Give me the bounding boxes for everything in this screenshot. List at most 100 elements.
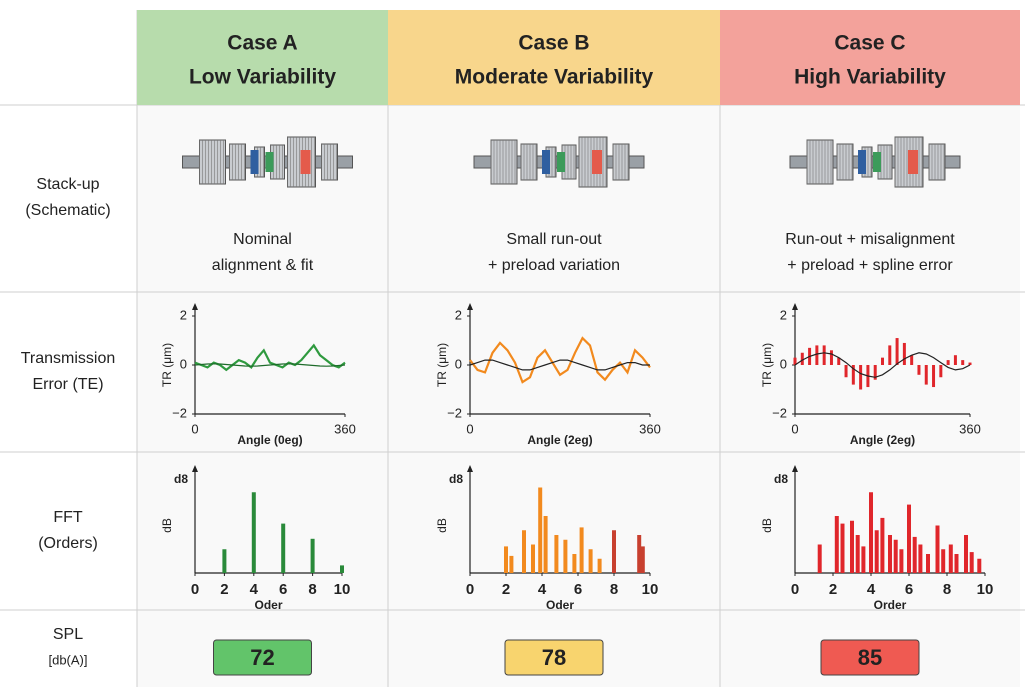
x-tick-label: 360 <box>959 421 981 436</box>
spectrum-bar <box>589 549 593 573</box>
case-title: Case A <box>227 32 297 55</box>
spectrum-bar <box>977 559 981 573</box>
spectrum-bar <box>538 488 542 574</box>
spectrum-bar <box>563 540 567 573</box>
x-tick-label: 4 <box>538 581 547 598</box>
row-label: SPL <box>53 626 83 643</box>
row-label: [db(A)] <box>48 652 87 667</box>
description: + preload variation <box>488 257 620 274</box>
y-tick-label: 0 <box>780 356 787 371</box>
spectrum-bar <box>955 554 959 573</box>
bearing <box>557 152 565 172</box>
row-label: FFT <box>53 509 83 526</box>
description: Run-out + misalignment <box>785 231 955 248</box>
x-tick-label: 6 <box>574 581 582 598</box>
case-subtitle: Low Variability <box>189 66 336 89</box>
spl-value: 72 <box>250 645 274 670</box>
spectrum-bar <box>841 524 845 573</box>
y-axis-label: TR (μm) <box>760 343 774 387</box>
comparison-figure: Case ALow VariabilityCase BModerate Vari… <box>0 0 1025 687</box>
x-tick-label: 4 <box>250 581 259 598</box>
spectrum-bar <box>869 492 873 573</box>
gear <box>491 140 517 184</box>
spectrum-bar <box>522 530 526 573</box>
header-cell <box>137 10 388 105</box>
x-tick-label: 360 <box>639 421 661 436</box>
spectrum-bar <box>861 546 865 573</box>
spectrum-bar <box>311 539 315 573</box>
bearing <box>858 150 866 174</box>
spectrum-bar <box>818 545 822 574</box>
spectrum-bar <box>880 518 884 573</box>
spectrum-bar <box>964 535 968 573</box>
description: Small run-out <box>506 231 602 248</box>
row-label: Transmission <box>21 350 116 367</box>
x-tick-label: 0 <box>791 581 799 598</box>
x-tick-label: 0 <box>466 421 473 436</box>
gear <box>929 144 945 180</box>
spectrum-bar <box>612 530 616 573</box>
y-axis-label: dB <box>435 518 449 533</box>
spectrum-bar <box>580 527 584 573</box>
x-tick-label: 10 <box>334 581 351 598</box>
y-axis-label: dB <box>160 518 174 533</box>
y-tick-label: 2 <box>180 307 187 322</box>
x-tick-label: 10 <box>642 581 659 598</box>
spectrum-bar <box>856 535 860 573</box>
gear <box>230 144 246 180</box>
spectrum-bar <box>544 516 548 573</box>
spectrum-bar <box>970 552 974 573</box>
x-tick-label: 0 <box>466 581 474 598</box>
y-tick-label: −2 <box>772 405 787 420</box>
gear <box>613 144 629 180</box>
x-tick-label: 2 <box>220 581 228 598</box>
x-tick-label: 0 <box>791 421 798 436</box>
bearing <box>266 152 274 172</box>
spectrum-bar <box>949 545 953 574</box>
row-label: (Orders) <box>38 535 98 552</box>
spectrum-bar <box>531 545 535 574</box>
y-axis-top-label: d8 <box>174 472 188 486</box>
spectrum-bar <box>598 559 602 573</box>
header-cell <box>720 10 1020 105</box>
spectrum-bar <box>913 537 917 573</box>
spl-value: 78 <box>542 645 566 670</box>
x-tick-label: 8 <box>308 581 316 598</box>
row-label: (Schematic) <box>25 202 110 219</box>
spectrum-bar <box>907 505 911 573</box>
spectrum-bar <box>875 530 879 573</box>
y-tick-label: 0 <box>455 356 462 371</box>
gear <box>807 140 833 184</box>
case-title: Case C <box>834 32 905 55</box>
x-tick-label: 6 <box>905 581 913 598</box>
spectrum-bar <box>894 540 898 573</box>
description: Nominal <box>233 231 292 248</box>
bearing <box>301 150 311 174</box>
y-tick-label: 0 <box>180 356 187 371</box>
spectrum-bar <box>222 549 226 573</box>
y-axis-label: TR (μm) <box>435 343 449 387</box>
x-tick-label: 10 <box>977 581 994 598</box>
bearing <box>908 150 918 174</box>
bearing <box>251 150 259 174</box>
x-tick-label: 2 <box>502 581 510 598</box>
y-axis-top-label: d8 <box>449 472 463 486</box>
x-tick-label: 0 <box>191 421 198 436</box>
y-tick-label: 2 <box>780 307 787 322</box>
x-axis-label: Oder <box>546 598 574 612</box>
description: alignment & fit <box>212 257 314 274</box>
x-axis-label: Order <box>874 598 907 612</box>
spectrum-bar <box>572 554 576 573</box>
spectrum-bar <box>888 535 892 573</box>
spectrum-bar <box>850 521 854 573</box>
header-cell <box>388 10 720 105</box>
gear <box>322 144 338 180</box>
x-tick-label: 8 <box>943 581 951 598</box>
x-axis-label: Angle (2eg) <box>850 433 915 447</box>
gear <box>837 144 853 180</box>
x-tick-label: 360 <box>334 421 356 436</box>
y-tick-label: −2 <box>447 405 462 420</box>
spectrum-bar <box>899 549 903 573</box>
spectrum-bar <box>936 526 940 574</box>
spectrum-bar <box>252 492 256 573</box>
